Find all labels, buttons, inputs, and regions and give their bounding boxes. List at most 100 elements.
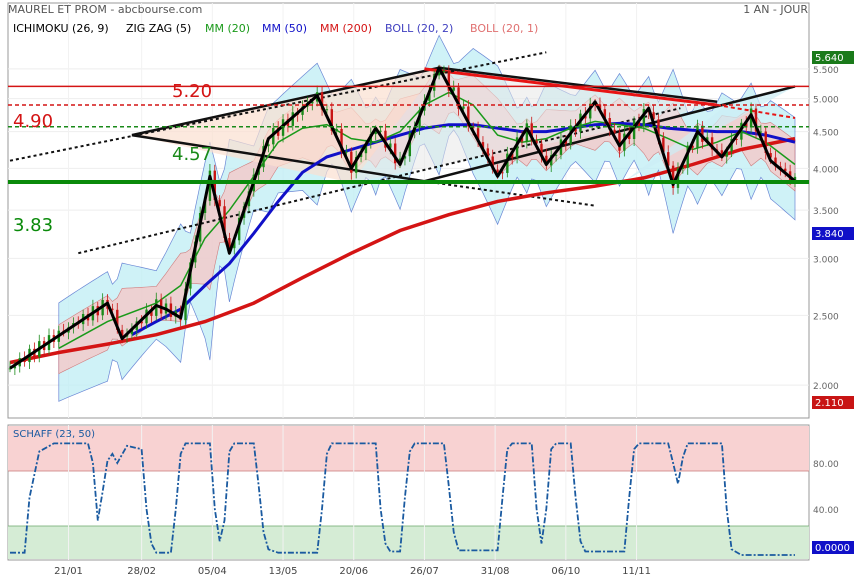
candle-body — [379, 130, 382, 132]
y-tick-label: 5.500 — [813, 66, 839, 76]
x-tick-label: 26/07 — [410, 566, 439, 577]
candle-body — [437, 72, 441, 76]
schaff-y-tick-label: 40.00 — [813, 506, 839, 516]
candle-body — [754, 108, 758, 132]
candle-body — [691, 145, 694, 148]
candle-body — [603, 109, 607, 119]
candle-body — [184, 288, 187, 321]
candle-body — [642, 109, 646, 127]
candle-body — [364, 143, 368, 154]
min-value-badge — [812, 396, 854, 409]
candle-body — [354, 156, 358, 173]
candle-body — [545, 155, 548, 166]
y-tick-label: 5.000 — [813, 96, 839, 106]
min-value-text: 2.110 — [815, 398, 844, 409]
candle-body — [481, 142, 485, 149]
candle-body — [345, 151, 348, 153]
candle-body — [530, 123, 533, 141]
candle-body — [169, 303, 173, 317]
y-tick-label: 2.000 — [813, 382, 839, 392]
max-value-text: 5.640 — [815, 53, 844, 64]
candle-body — [628, 133, 631, 139]
candle-body — [759, 131, 763, 133]
candle-body — [535, 140, 538, 144]
candle-body — [725, 151, 728, 157]
candle-body — [13, 366, 17, 369]
candle-body — [720, 150, 724, 157]
x-tick-label: 05/04 — [198, 566, 227, 577]
candle-body — [662, 137, 665, 153]
legend-mm50: MM (50) — [262, 22, 307, 35]
last-value-badge — [812, 227, 854, 240]
candle-body — [403, 156, 407, 159]
support-extension-dotted — [424, 180, 596, 207]
candle-body — [120, 329, 124, 337]
candle-body — [676, 168, 680, 188]
candle-body — [515, 137, 519, 158]
candle-body — [457, 87, 460, 109]
candle-body — [301, 106, 304, 115]
candle-body — [671, 165, 675, 188]
candle-body — [228, 237, 231, 249]
chart-title: MAUREL ET PROM - abcbourse.com — [8, 3, 202, 16]
last-value-text: 3.840 — [815, 229, 844, 240]
candle-body — [637, 120, 641, 127]
y-tick-label: 2.500 — [813, 312, 839, 322]
candle-body — [442, 70, 446, 73]
candle-body — [525, 123, 529, 142]
candle-body — [667, 152, 670, 166]
candle-body — [710, 137, 714, 150]
x-tick-label: 28/02 — [127, 566, 156, 577]
schaff-line — [10, 442, 795, 556]
candle-body — [140, 321, 143, 324]
candle-body — [598, 104, 602, 110]
candle-body — [735, 138, 738, 140]
candle-body — [389, 143, 392, 148]
channel-top-dotted — [9, 51, 547, 162]
x-tick-label: 21/01 — [54, 566, 83, 577]
candle-body — [218, 200, 221, 207]
candle-body — [774, 157, 777, 167]
candle-body — [150, 309, 153, 316]
schaff-title: SCHAFF (23, 50) — [13, 429, 95, 440]
candle-body — [784, 168, 787, 172]
candle-body — [764, 131, 767, 154]
x-tick-label: 06/10 — [551, 566, 580, 577]
channel-bottom-dotted — [78, 107, 681, 255]
candle-body — [501, 172, 504, 174]
candle-body — [652, 112, 655, 120]
candle-body — [208, 170, 212, 201]
legend-mm20: MM (20) — [205, 22, 250, 35]
candle-body — [408, 132, 412, 157]
candle-body — [769, 153, 772, 158]
y-tick-label: 4.000 — [813, 165, 839, 175]
candle-body — [330, 109, 334, 131]
candle-body — [335, 128, 338, 131]
candle-body — [462, 106, 465, 109]
x-tick-label: 20/06 — [339, 566, 368, 577]
level-label-457: 4.57 — [172, 144, 212, 165]
candle-body — [632, 120, 636, 139]
resistance-extension — [716, 104, 796, 119]
candle-body — [213, 170, 216, 201]
candle-body — [745, 122, 748, 128]
schaff-value-text: 0.0000 — [815, 543, 850, 554]
candle-body — [384, 130, 387, 148]
triangle-pattern-3 — [624, 86, 795, 182]
candle-body — [393, 143, 397, 164]
candle-body — [618, 132, 621, 151]
candle-body — [657, 119, 660, 138]
candle-body — [311, 101, 314, 104]
schaff-y-tick-label: 80.00 — [813, 460, 839, 470]
legend-zigzag: ZIG ZAG (5) — [126, 22, 191, 35]
candle-body — [111, 308, 114, 310]
x-tick-label: 31/08 — [481, 566, 510, 577]
y-tick-label: 4.500 — [813, 129, 839, 139]
triangle-pattern-2 — [351, 67, 717, 183]
y-tick-label: 3.000 — [813, 255, 839, 265]
max-value-badge — [812, 51, 854, 64]
x-tick-label: 11/11 — [622, 566, 651, 577]
mm50-line — [131, 121, 796, 337]
